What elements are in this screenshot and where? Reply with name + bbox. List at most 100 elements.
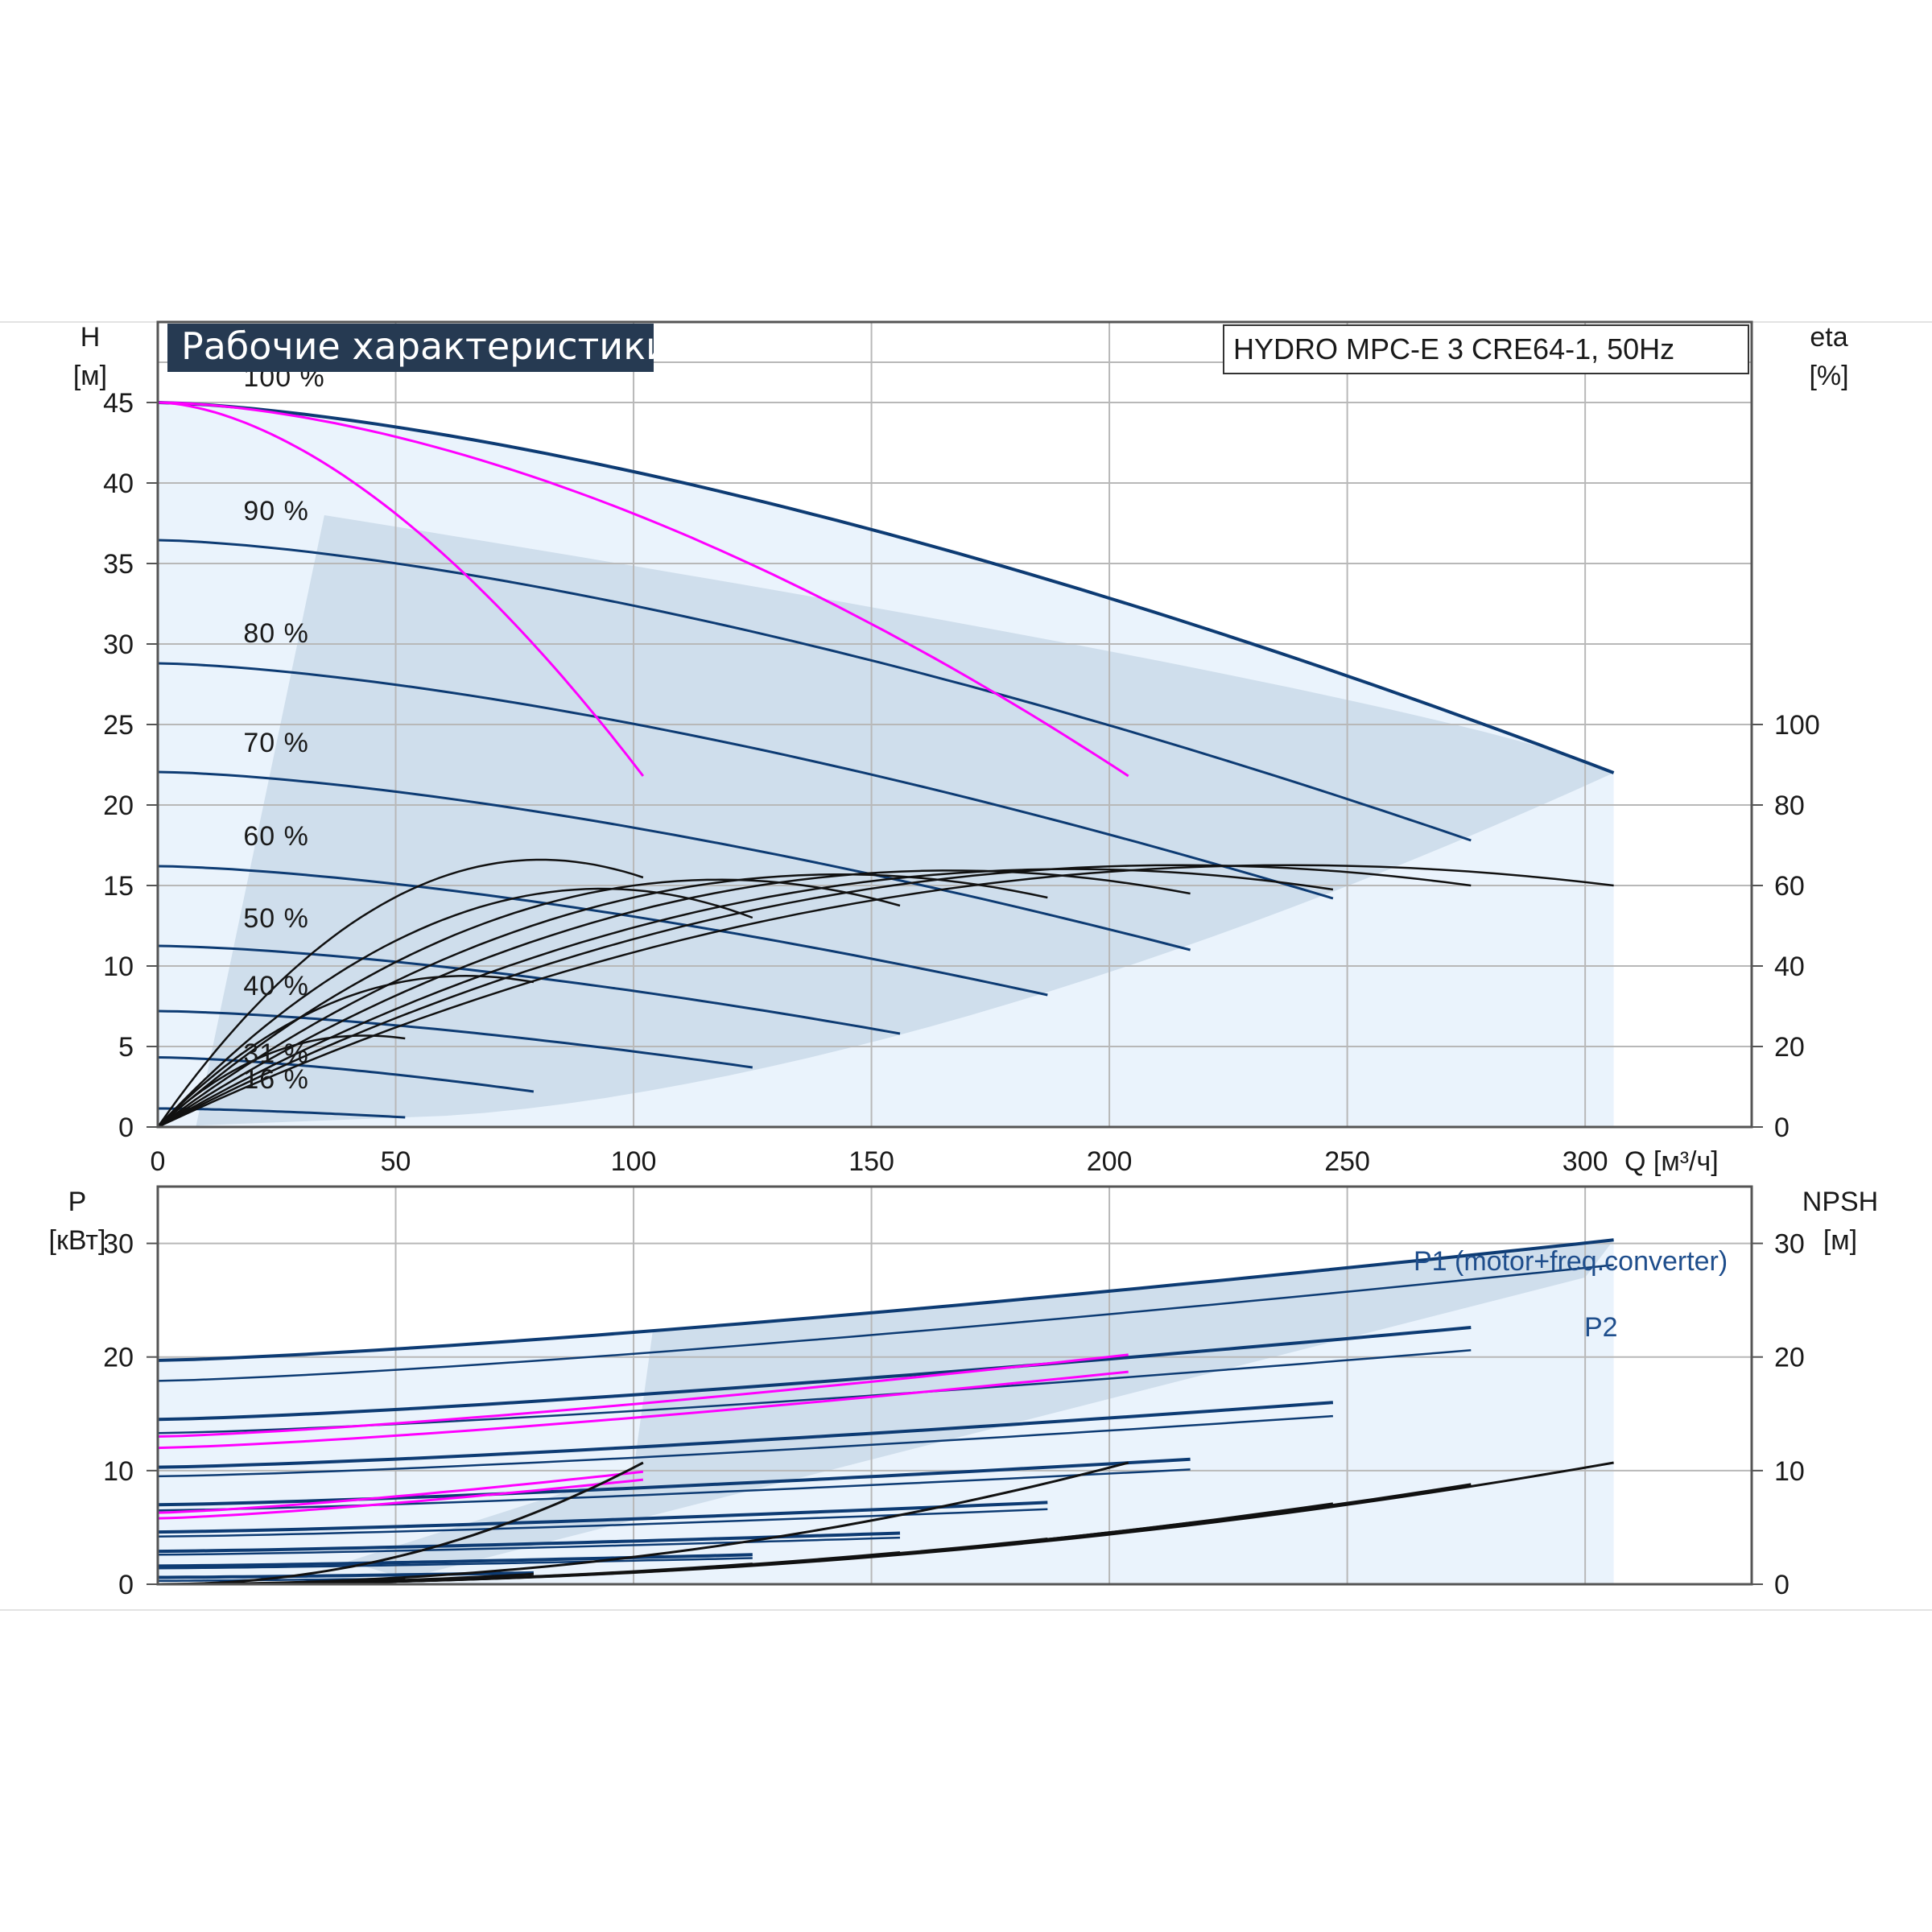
efficiency-curve xyxy=(157,975,535,1128)
power-curve xyxy=(157,1401,1334,1469)
efficiency-curve xyxy=(157,864,1472,1129)
head-curve-plot: 0 50 100 150 200 250 300 0 5 10 15 20 25 30 35 40 45 0 20 4… xyxy=(73,320,1849,1177)
x-tick-label: 50 xyxy=(381,1146,411,1177)
efficiency-curve xyxy=(157,1034,406,1128)
x-tick-label: 0 xyxy=(151,1146,166,1177)
y-axis-title-head: H xyxy=(80,322,101,353)
y-tick-label-eta: 40 xyxy=(1774,952,1805,982)
speed-label: 70 % xyxy=(243,728,309,758)
head-curve xyxy=(157,770,1191,952)
y-axis-title-eta: eta xyxy=(1810,322,1847,353)
y-tick-label-head: 20 xyxy=(103,791,134,821)
speed-label: 50 % xyxy=(243,903,309,934)
title-box: Рабочие характеристики xyxy=(167,324,670,372)
model-box: HYDRO MPC-E 3 CRE64-1, 50Hz xyxy=(1223,324,1749,374)
head-curve xyxy=(157,1009,753,1069)
efficiency-curve xyxy=(156,858,644,1128)
head-curve xyxy=(157,539,1472,842)
highlight-head-curve xyxy=(157,401,645,777)
model-name: HYDRO MPC-E 3 CRE64-1, 50Hz xyxy=(1233,332,1674,365)
y-tick-label-eta: 80 xyxy=(1774,791,1805,821)
y-tick-label-eta: 60 xyxy=(1774,871,1805,902)
y-tick-label-power: 30 xyxy=(103,1229,134,1260)
power-curve xyxy=(157,1501,1048,1534)
head-curve xyxy=(157,662,1334,900)
y-tick-label-head: 25 xyxy=(103,710,134,741)
y-axis-unit-eta: [%] xyxy=(1809,361,1848,391)
head-curve xyxy=(157,944,901,1035)
power-curve-plot: 0 0 10 10 20 20 30 30 P [кВт] NPSH [м] P1 (moto… xyxy=(49,1185,1878,1600)
y-tick-label-eta: 20 xyxy=(1774,1032,1805,1063)
highlight-head-curve xyxy=(157,401,1129,778)
dark-region xyxy=(158,515,1614,1127)
y-axis-unit-npsh: [м] xyxy=(1823,1225,1857,1256)
y-tick-label-npsh: 10 xyxy=(1774,1456,1805,1487)
y-axis-unit-power: [кВт] xyxy=(49,1225,106,1256)
head-plot-frame xyxy=(156,320,1753,1129)
p2-label: P2 xyxy=(1584,1312,1618,1343)
speed-label: 90 % xyxy=(243,496,309,526)
efficiency-curve xyxy=(157,878,901,1128)
y-tick-label-npsh: 20 xyxy=(1774,1343,1805,1373)
speed-label: 40 % xyxy=(243,971,309,1001)
power-curve xyxy=(157,1468,1191,1512)
power-curve xyxy=(157,1238,1614,1362)
y-tick-label-eta: 0 xyxy=(1774,1113,1790,1143)
head-curve xyxy=(157,401,1615,774)
head-curve xyxy=(157,1056,535,1093)
efficiency-curve xyxy=(157,868,1334,1129)
y-tick-label-head: 10 xyxy=(103,952,134,982)
highlight-power-curve xyxy=(157,1353,1129,1438)
highlight-power-curve xyxy=(157,1470,644,1514)
power-curves xyxy=(157,1238,1614,1583)
power-curve xyxy=(157,1326,1472,1422)
y-tick-label-npsh: 30 xyxy=(1774,1229,1805,1260)
y-axis-title-npsh: NPSH xyxy=(1802,1187,1878,1217)
x-tick-label: 250 xyxy=(1324,1146,1370,1177)
y-tick-label-head: 5 xyxy=(118,1032,134,1063)
y-tick-label-power: 20 xyxy=(103,1343,134,1373)
highlight-power-curve xyxy=(157,1478,644,1520)
y-tick-label-head: 15 xyxy=(103,871,134,902)
power-curve xyxy=(157,1536,901,1556)
efficiency-curve xyxy=(157,887,753,1128)
head-curve xyxy=(157,865,1048,997)
y-tick-label-head: 30 xyxy=(103,630,134,660)
power-plot-ticks: 0 0 10 10 20 20 30 30 xyxy=(103,1229,1805,1600)
y-axis-title-power: P xyxy=(68,1187,87,1217)
x-tick-label: 200 xyxy=(1087,1146,1133,1177)
x-tick-label: 150 xyxy=(848,1146,894,1177)
power-curve xyxy=(157,1414,1333,1478)
x-tick-label: 100 xyxy=(611,1146,657,1177)
y-axis-unit-head: [м] xyxy=(73,361,107,391)
y-tick-label-power: 0 xyxy=(118,1570,134,1600)
x-tick-label: 300 xyxy=(1563,1146,1608,1177)
power-curve xyxy=(157,1457,1191,1507)
highlight-power-curve xyxy=(157,1370,1129,1450)
chart-title: Рабочие характеристики xyxy=(181,324,670,368)
speed-label: 16 % xyxy=(243,1064,309,1095)
speed-label: 80 % xyxy=(243,618,309,649)
power-curve xyxy=(157,1557,753,1570)
power-plot-frame xyxy=(156,1185,1753,1586)
p1-label: P1 (motor+freq.converter) xyxy=(1414,1246,1728,1277)
y-tick-label-eta: 100 xyxy=(1774,710,1820,741)
efficiency-curve xyxy=(157,864,1614,1129)
y-tick-label-head: 40 xyxy=(103,469,134,499)
power-curve xyxy=(157,1553,753,1568)
x-axis-title: Q [м³/ч] xyxy=(1624,1146,1719,1177)
head-plot-ticks: 0 50 100 150 200 250 300 0 5 10 15 20 25 30 35 40 45 0 20 4… xyxy=(103,388,1820,1177)
npsh-curve xyxy=(157,1461,644,1586)
y-tick-label-head: 35 xyxy=(103,549,134,580)
power-curve xyxy=(157,1264,1614,1382)
efficiency-curves xyxy=(156,858,1614,1129)
y-tick-label-power: 10 xyxy=(103,1456,134,1487)
npsh-curves xyxy=(157,1461,1614,1586)
y-tick-label-head: 0 xyxy=(118,1113,134,1143)
efficiency-curve xyxy=(157,873,1048,1129)
y-tick-label-head: 45 xyxy=(103,388,134,419)
y-tick-label-npsh: 0 xyxy=(1774,1570,1790,1600)
efficiency-curve xyxy=(157,869,1191,1129)
speed-label: 60 % xyxy=(243,821,309,852)
